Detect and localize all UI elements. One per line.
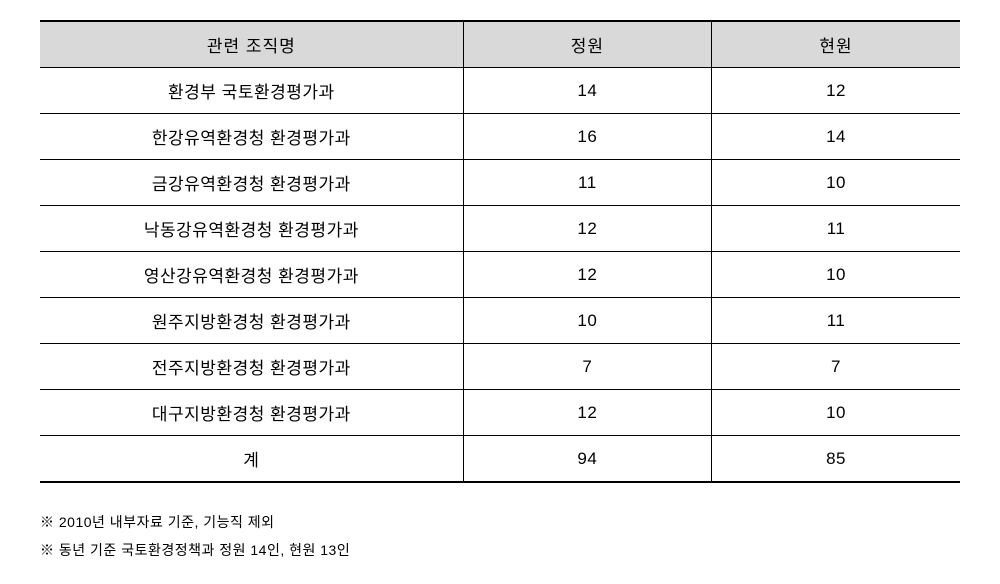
table-body: 환경부 국토환경평가과 14 12 한강유역환경청 환경평가과 16 14 금강… (40, 68, 960, 483)
cell-current: 10 (712, 160, 960, 206)
org-staffing-table: 관련 조직명 정원 현원 환경부 국토환경평가과 14 12 한강유역환경청 환… (40, 20, 960, 483)
cell-quota: 14 (463, 68, 711, 114)
cell-quota: 7 (463, 344, 711, 390)
cell-current: 7 (712, 344, 960, 390)
table-row: 전주지방환경청 환경평가과 7 7 (40, 344, 960, 390)
footnote-line: ※ 동년 기준 국토환경정책과 정원 14인, 현원 13인 (40, 536, 960, 564)
cell-org: 계 (40, 436, 463, 483)
cell-org: 한강유역환경청 환경평가과 (40, 114, 463, 160)
cell-current: 11 (712, 298, 960, 344)
cell-quota: 12 (463, 252, 711, 298)
table-header-row: 관련 조직명 정원 현원 (40, 21, 960, 68)
header-quota: 정원 (463, 21, 711, 68)
footnote-line: ※ 2010년 내부자료 기준, 기능직 제외 (40, 508, 960, 536)
cell-org: 환경부 국토환경평가과 (40, 68, 463, 114)
cell-quota: 12 (463, 206, 711, 252)
table-row: 원주지방환경청 환경평가과 10 11 (40, 298, 960, 344)
cell-org: 금강유역환경청 환경평가과 (40, 160, 463, 206)
cell-quota: 12 (463, 390, 711, 436)
table-row: 낙동강유역환경청 환경평가과 12 11 (40, 206, 960, 252)
table-row-total: 계 94 85 (40, 436, 960, 483)
cell-current: 11 (712, 206, 960, 252)
cell-org: 낙동강유역환경청 환경평가과 (40, 206, 463, 252)
cell-org: 전주지방환경청 환경평가과 (40, 344, 463, 390)
footnotes: ※ 2010년 내부자료 기준, 기능직 제외 ※ 동년 기준 국토환경정책과 … (40, 508, 960, 564)
cell-current: 85 (712, 436, 960, 483)
cell-current: 10 (712, 390, 960, 436)
cell-org: 원주지방환경청 환경평가과 (40, 298, 463, 344)
table-row: 대구지방환경청 환경평가과 12 10 (40, 390, 960, 436)
cell-current: 14 (712, 114, 960, 160)
cell-current: 10 (712, 252, 960, 298)
cell-quota: 11 (463, 160, 711, 206)
header-org: 관련 조직명 (40, 21, 463, 68)
table-row: 금강유역환경청 환경평가과 11 10 (40, 160, 960, 206)
cell-org: 대구지방환경청 환경평가과 (40, 390, 463, 436)
cell-quota: 10 (463, 298, 711, 344)
header-current: 현원 (712, 21, 960, 68)
table-row: 환경부 국토환경평가과 14 12 (40, 68, 960, 114)
table-row: 한강유역환경청 환경평가과 16 14 (40, 114, 960, 160)
cell-quota: 16 (463, 114, 711, 160)
table-row: 영산강유역환경청 환경평가과 12 10 (40, 252, 960, 298)
cell-current: 12 (712, 68, 960, 114)
cell-org: 영산강유역환경청 환경평가과 (40, 252, 463, 298)
cell-quota: 94 (463, 436, 711, 483)
